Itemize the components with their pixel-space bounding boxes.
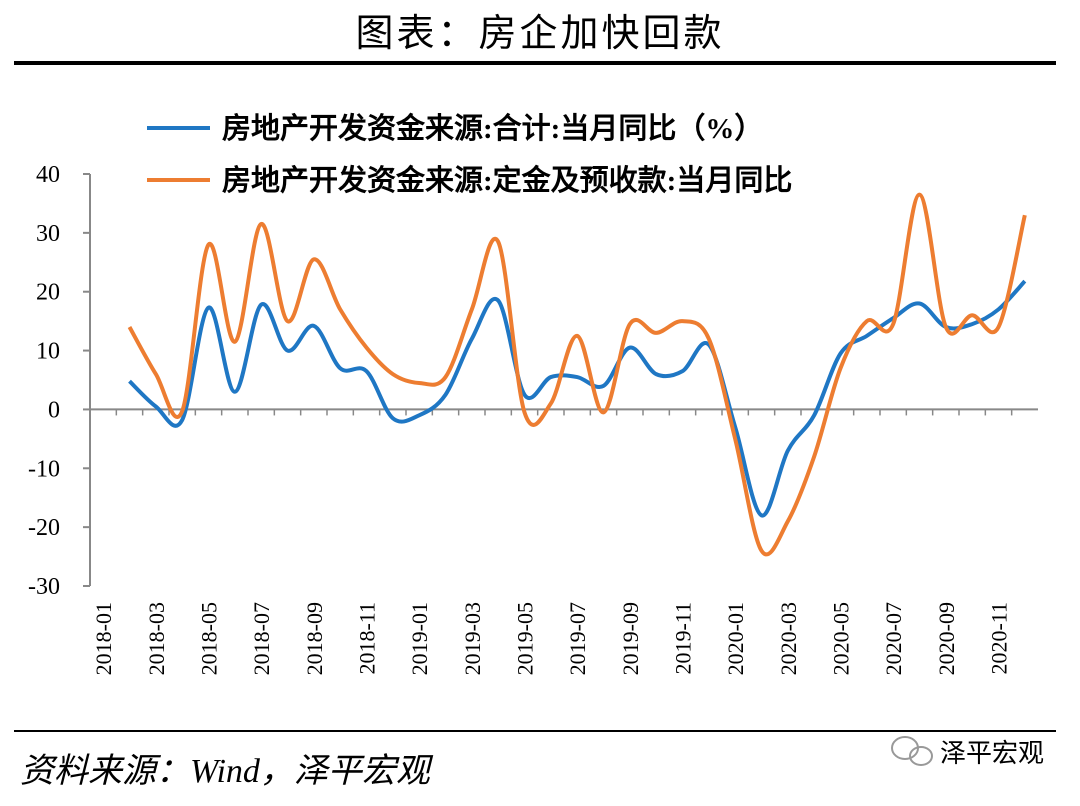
- x-tick-label: 2020-03: [776, 602, 801, 675]
- x-tick-label: 2018-07: [249, 602, 274, 675]
- y-tick-label: -30: [28, 574, 60, 600]
- series-line: [128, 279, 1027, 518]
- y-tick-label: -10: [28, 456, 60, 482]
- y-tick-label: 10: [36, 339, 60, 365]
- x-tick-label: 2020-11: [987, 602, 1012, 675]
- x-tick-label: 2020-09: [934, 602, 959, 675]
- source-note: 资料来源：Wind，泽平宏观: [20, 753, 434, 790]
- legend-label: 房地产开发资金来源:定金及预收款:当月同比: [222, 163, 792, 197]
- x-tick-label: 2018-05: [197, 602, 222, 675]
- x-tick-label: 2019-03: [460, 602, 485, 675]
- x-tick-label: 2020-01: [723, 602, 748, 675]
- x-tick-label: 2018-03: [144, 602, 169, 675]
- x-tick-label: 2019-05: [513, 602, 538, 675]
- series-line: [127, 192, 1027, 557]
- x-tick-label: 2018-09: [302, 602, 327, 675]
- x-tick-label: 2019-07: [565, 602, 590, 675]
- watermark-icon: [891, 736, 933, 766]
- legend-label: 房地产开发资金来源:合计:当月同比（%）: [222, 111, 763, 145]
- page-title: 图表：房企加快回款: [355, 13, 724, 55]
- y-tick-label: 30: [36, 221, 60, 247]
- x-tick-label: 2020-07: [881, 602, 906, 675]
- x-tick-label: 2019-01: [407, 602, 432, 675]
- y-tick-label: 0: [48, 397, 60, 423]
- x-tick-label: 2018-01: [91, 602, 116, 675]
- y-tick-label: 40: [36, 162, 60, 188]
- y-tick-label: -20: [28, 515, 60, 541]
- x-tick-label: 2018-11: [355, 602, 380, 675]
- x-tick-label: 2020-05: [829, 602, 854, 675]
- y-tick-label: 20: [36, 280, 60, 306]
- x-tick-label: 2019-11: [671, 602, 696, 675]
- watermark: 泽平宏观: [940, 739, 1044, 768]
- x-tick-label: 2019-09: [618, 602, 643, 675]
